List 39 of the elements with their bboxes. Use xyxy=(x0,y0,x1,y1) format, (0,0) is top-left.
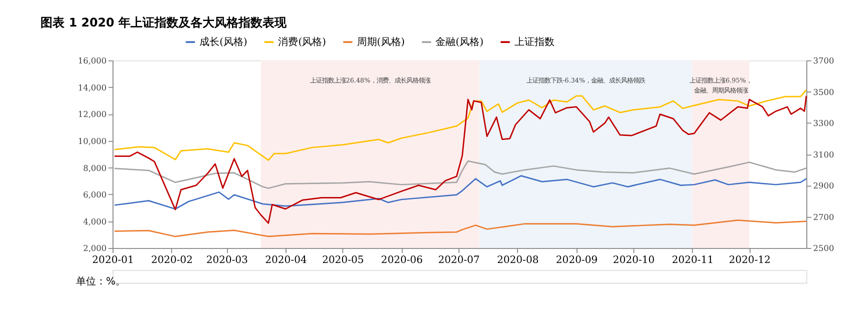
x-tick-label: 2020-07 xyxy=(438,255,480,266)
line-series xyxy=(114,95,807,224)
y2-tick-label: 2900 xyxy=(813,180,834,191)
chart-title: 图表 1 2020 年上证指数及各大风格指数表现 xyxy=(40,16,288,30)
y-tick-label: 14,000 xyxy=(78,82,107,92)
x-tick-label: 2020-05 xyxy=(322,255,364,266)
y-tick-label: 16,000 xyxy=(78,56,107,66)
y-tick-label: 12,000 xyxy=(78,109,107,120)
y-tick-label: 2,000 xyxy=(83,243,107,254)
x-tick-label: 2020-06 xyxy=(381,255,423,266)
legend-label: 上证指数 xyxy=(514,36,554,48)
line-series xyxy=(114,175,807,210)
x-tick-label: 2020-01 xyxy=(92,255,134,266)
y2-tick-label: 3700 xyxy=(813,56,834,66)
y-tick-label: 4,000 xyxy=(83,216,107,226)
x-tick-label: 2020-10 xyxy=(612,255,655,266)
y-tick-label: 10,000 xyxy=(78,136,107,146)
x-tick-label: 2020-12 xyxy=(728,255,771,266)
legend-label: 消费(风格) xyxy=(278,36,326,48)
legend-label: 金融(风格) xyxy=(436,36,484,48)
y2-tick-label: 2500 xyxy=(813,243,834,254)
y2-tick-label: 3100 xyxy=(813,149,834,160)
y2-tick-label: 2700 xyxy=(813,212,834,222)
y2-tick-label: 3500 xyxy=(813,86,834,97)
line-series xyxy=(114,219,807,238)
x-tick-label: 2020-08 xyxy=(496,255,539,266)
x-tick-label: 2020-03 xyxy=(206,255,248,266)
line-series xyxy=(114,160,807,189)
legend-label: 周期(风格) xyxy=(356,36,405,48)
x-tick-label: 2020-09 xyxy=(556,255,598,266)
y2-tick-label: 3300 xyxy=(813,118,834,128)
x-tick-label: 2020-11 xyxy=(672,255,714,266)
y-tick-label: 8,000 xyxy=(83,162,107,173)
legend-label: 成长(风格) xyxy=(200,36,248,48)
x-tick-label: 2020-04 xyxy=(265,255,307,266)
text: 单位：%。 xyxy=(76,276,126,288)
y-tick-label: 6,000 xyxy=(83,190,107,200)
x-tick-label: 2020-02 xyxy=(151,255,193,266)
line-series xyxy=(114,89,807,161)
